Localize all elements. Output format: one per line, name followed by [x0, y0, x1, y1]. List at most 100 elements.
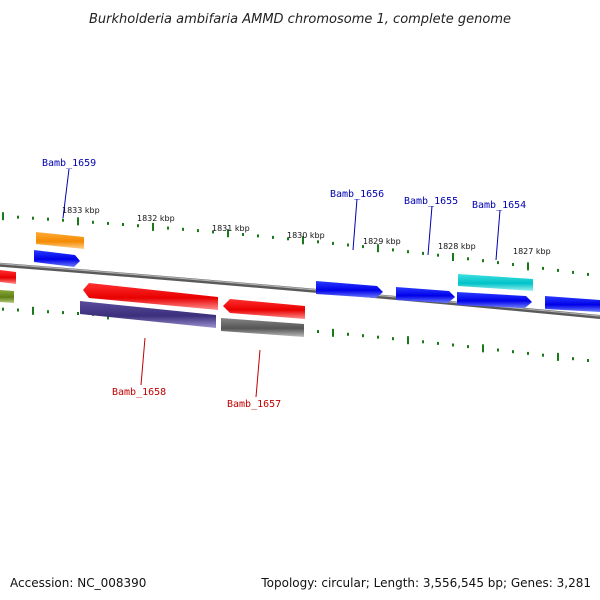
- ruler-minor-tick: [482, 259, 484, 263]
- ruler-label: 1829 kbp: [363, 237, 401, 246]
- gene-label-bamb-1655[interactable]: Bamb_1655: [404, 196, 458, 207]
- gene-arrow-offscreen-left-olive[interactable]: [0, 290, 14, 303]
- ruler-minor-tick: [332, 241, 334, 245]
- chromosome-backbone: [0, 262, 600, 320]
- ruler-minor-tick: [17, 308, 19, 312]
- ruler-minor-tick: [527, 351, 529, 355]
- ruler-minor-tick: [242, 233, 244, 236]
- gene-arrow-bamb-1658-purple[interactable]: [80, 301, 216, 328]
- gene-arrow-bamb-1654-cyan[interactable]: [458, 274, 533, 291]
- ruler-minor-tick: [497, 348, 499, 352]
- ruler-minor-tick: [212, 230, 214, 234]
- ruler-label: 1828 kbp: [438, 242, 476, 251]
- chromosome-backbone-highlight: [0, 263, 600, 317]
- gene-arrow-bamb-1659-orange[interactable]: [36, 232, 84, 249]
- ruler-minor-tick: [512, 263, 514, 266]
- accession-text: Accession: NC_008390: [10, 576, 147, 590]
- ruler-minor-tick: [62, 218, 64, 222]
- gene-label-bamb-1656[interactable]: Bamb_1656: [330, 189, 384, 200]
- gene-label-bamb-1657[interactable]: Bamb_1657: [227, 399, 281, 410]
- ruler-label: 1832 kbp: [137, 214, 175, 223]
- ruler-minor-tick: [272, 235, 274, 239]
- leader-line-bamb-1655: [427, 205, 433, 256]
- ruler-minor-tick: [422, 340, 424, 344]
- ruler-minor-tick: [377, 335, 379, 339]
- ruler-minor-tick: [317, 330, 319, 333]
- gene-label-bamb-1658[interactable]: Bamb_1658: [112, 387, 166, 398]
- ruler-minor-tick: [92, 220, 94, 224]
- gene-label-bamb-1654[interactable]: Bamb_1654: [472, 200, 526, 211]
- ruler-major-tick: [302, 236, 304, 245]
- ruler-minor-tick: [167, 226, 169, 230]
- gene-arrow-bamb-1655[interactable]: [396, 287, 455, 303]
- ruler-major-tick: [527, 262, 529, 271]
- leader-line-bamb-1654: [495, 209, 501, 261]
- ruler-minor-tick: [317, 240, 319, 244]
- ruler-top: [2, 212, 589, 276]
- ruler-major-tick: [77, 217, 79, 226]
- ruler-minor-tick: [422, 251, 424, 255]
- ruler-minor-tick: [257, 234, 259, 238]
- gene-arrow-bamb-1659[interactable]: [34, 250, 80, 267]
- ruler-minor-tick: [467, 345, 469, 349]
- ruler-minor-tick: [347, 243, 349, 247]
- ruler-minor-tick: [182, 227, 184, 231]
- gene-arrow-bamb-1654[interactable]: [457, 292, 532, 308]
- gene-arrow-bamb-1658[interactable]: [83, 283, 218, 310]
- map-title: Burkholderia ambifaria AMMD chromosome 1…: [89, 12, 511, 27]
- ruler-minor-tick: [47, 217, 49, 221]
- ruler-minor-tick: [197, 229, 199, 233]
- gene-arrow-bamb-1657[interactable]: [223, 299, 305, 319]
- gene-arrow-offscreen[interactable]: [545, 296, 600, 312]
- gene-label-bamb-1659[interactable]: Bamb_1659: [42, 158, 96, 169]
- ruler-minor-tick: [542, 266, 544, 270]
- ruler-major-tick: [227, 229, 229, 238]
- ruler-label: 1833 kbp: [62, 206, 100, 215]
- ruler-major-tick: [557, 352, 559, 361]
- leader-line-bamb-1657: [255, 349, 261, 398]
- ruler-label: 1830 kbp: [287, 231, 325, 240]
- ruler-minor-tick: [362, 245, 364, 249]
- ruler-minor-tick: [467, 257, 469, 261]
- ruler-minor-tick: [497, 261, 499, 265]
- ruler-major-tick: [482, 344, 484, 353]
- ruler-major-tick: [152, 222, 154, 231]
- ruler-minor-tick: [362, 334, 364, 338]
- ruler-major-tick: [452, 253, 454, 261]
- ruler-minor-tick: [452, 343, 454, 347]
- ruler-minor-tick: [137, 224, 139, 228]
- gene-arrow-offscreen-left[interactable]: [0, 270, 16, 284]
- ruler-minor-tick: [47, 310, 49, 314]
- ruler-minor-tick: [392, 337, 394, 341]
- ruler-minor-tick: [392, 248, 394, 252]
- ruler-major-tick: [407, 336, 409, 345]
- ruler-minor-tick: [347, 332, 349, 336]
- gene-arrow-bamb-1656[interactable]: [316, 281, 383, 298]
- ruler-minor-tick: [572, 270, 574, 274]
- ruler-minor-tick: [17, 215, 19, 219]
- ruler-minor-tick: [512, 350, 514, 354]
- ruler-minor-tick: [437, 341, 439, 345]
- ruler-minor-tick: [122, 223, 124, 226]
- ruler-minor-tick: [407, 250, 409, 254]
- ruler-minor-tick: [287, 237, 289, 241]
- ruler-minor-tick: [587, 359, 589, 362]
- ruler-minor-tick: [587, 272, 589, 276]
- ruler-minor-tick: [542, 353, 544, 357]
- ruler-minor-tick: [2, 307, 4, 311]
- ruler-minor-tick: [437, 253, 439, 257]
- ruler-major-tick: [377, 244, 379, 253]
- ruler-major-tick: [332, 328, 334, 337]
- ruler-minor-tick: [557, 268, 559, 272]
- ruler-minor-tick: [62, 311, 64, 315]
- ruler-minor-tick: [77, 312, 79, 315]
- gene-arrow-bamb-1657-gray[interactable]: [221, 318, 304, 337]
- ruler-label: 1831 kbp: [212, 224, 250, 233]
- leader-line-bamb-1656: [352, 198, 358, 251]
- leader-line-bamb-1658: [140, 337, 146, 386]
- ruler-major-tick: [32, 306, 34, 315]
- ruler-minor-tick: [32, 216, 34, 220]
- ruler-major-tick: [2, 212, 4, 221]
- topology-text: Topology: circular; Length: 3,556,545 bp…: [261, 576, 591, 590]
